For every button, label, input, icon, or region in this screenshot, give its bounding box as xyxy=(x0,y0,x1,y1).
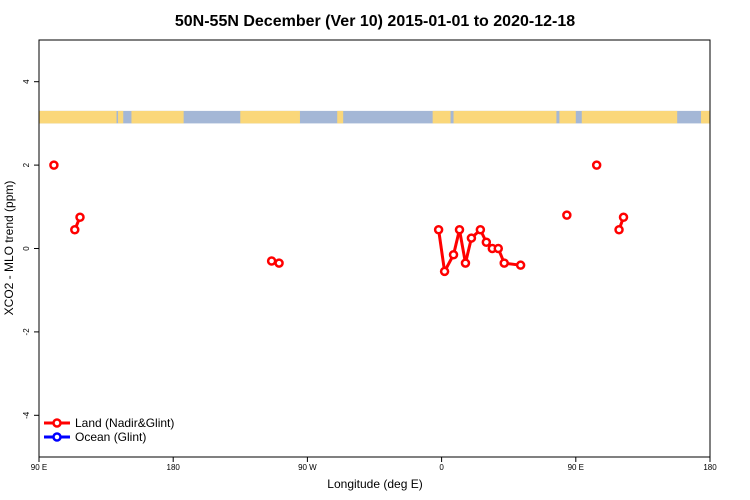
x-tick-label-2: 90 W xyxy=(298,463,317,472)
land-point-16 xyxy=(515,260,526,270)
y-tick-label-1: -2 xyxy=(22,328,31,336)
y-tick-label-0: -4 xyxy=(22,411,31,419)
x-tick-label-1: 180 xyxy=(167,463,181,472)
legend-marker-land xyxy=(52,418,62,428)
map-strip-land-7 xyxy=(559,110,576,124)
map-strip-land-1 xyxy=(118,110,124,124)
land-point-20 xyxy=(618,212,629,222)
map-strip-land-4 xyxy=(337,110,344,124)
map-strip-land-5 xyxy=(432,110,451,124)
legend-marker-ocean xyxy=(52,432,62,442)
land-point-18 xyxy=(591,160,602,170)
map-strip-land-3 xyxy=(240,110,300,124)
map-strip xyxy=(39,110,710,124)
land-point-8 xyxy=(454,224,465,235)
land-point-9 xyxy=(460,258,471,268)
land-point-11 xyxy=(475,224,486,235)
y-tick-label-2: 0 xyxy=(22,246,31,251)
land-point-17 xyxy=(562,210,572,220)
land-point-6 xyxy=(439,266,450,277)
y-axis: -4 -2 0 2 4 xyxy=(22,79,39,419)
land-point-15 xyxy=(499,258,509,268)
legend-label-ocean: Ocean (Glint) xyxy=(75,430,146,444)
plot-frame xyxy=(38,39,711,458)
y-axis-label: XCO2 - MLO trend (ppm) xyxy=(2,181,16,316)
map-strip-land-2 xyxy=(131,110,184,124)
legend-label-land: Land (Nadir&Glint) xyxy=(75,416,174,430)
map-strip-land-8 xyxy=(581,110,678,124)
chart-title: 50N-55N December (Ver 10) 2015-01-01 to … xyxy=(175,13,575,30)
x-tick-label-4: 90 E xyxy=(568,463,584,472)
land-point-4 xyxy=(274,258,284,268)
x-axis: 90 E 180 90 W 0 90 E 180 xyxy=(31,457,717,472)
land-point-0 xyxy=(49,160,59,170)
land-point-7 xyxy=(448,250,459,260)
y-tick-label-4: 4 xyxy=(22,79,31,84)
x-tick-label-0: 90 E xyxy=(31,463,47,472)
map-strip-land-0 xyxy=(39,110,117,124)
x-tick-label-3: 0 xyxy=(439,463,444,472)
y-tick-label-3: 2 xyxy=(22,162,31,167)
x-axis-label: Longitude (deg E) xyxy=(327,477,422,491)
series-layer xyxy=(49,160,629,277)
land-point-12 xyxy=(481,237,492,247)
land-point-5 xyxy=(433,224,444,235)
legend: Land (Nadir&Glint) Ocean (Glint) xyxy=(44,416,174,444)
x-tick-label-5: 180 xyxy=(703,463,717,472)
land-point-3 xyxy=(266,256,277,266)
map-strip-land-9 xyxy=(701,110,710,124)
land-segment-6 xyxy=(437,229,447,272)
land-point-14 xyxy=(493,243,504,254)
land-point-10 xyxy=(466,233,477,243)
land-segment-9 xyxy=(458,229,467,264)
land-point-2 xyxy=(75,212,85,222)
land-point-1 xyxy=(70,224,80,235)
map-strip-land-6 xyxy=(453,110,557,124)
land-point-19 xyxy=(614,224,624,235)
